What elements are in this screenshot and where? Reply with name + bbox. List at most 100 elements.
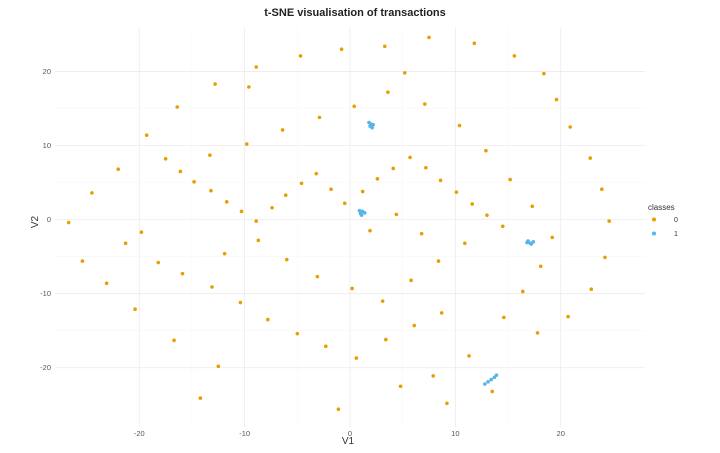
point-class-0 [454,190,459,194]
point-class-0 [66,220,71,225]
point-class-0 [178,169,183,174]
point-class-0 [500,224,505,229]
point-class-0 [398,384,403,389]
x-axis-ticks: -20 -10 0 10 20 [134,429,565,438]
point-class-0 [299,181,304,186]
point-class-0 [239,209,244,214]
point-class-0 [175,105,180,109]
y-tick-label: 20 [43,67,51,76]
point-class-0 [568,125,572,129]
x-tick-label: 20 [557,429,565,438]
point-class-0 [216,364,221,369]
point-class-0 [408,155,412,160]
point-class-0 [284,257,289,262]
x-tick-label: -20 [134,429,145,438]
point-class-0 [342,201,347,206]
point-class-0 [472,41,477,46]
point-class-0 [520,289,525,294]
point-class-0 [163,157,168,161]
y-tick-label: -10 [40,289,51,298]
point-class-0 [208,153,212,157]
point-class-0 [467,354,471,358]
point-class-0 [382,44,387,49]
point-class-0 [254,65,259,69]
scatter-points [66,35,611,412]
point-class-1 [357,208,362,213]
point-class-0 [156,260,161,265]
point-class-0 [445,401,449,406]
point-class-0 [360,189,365,194]
point-class-0 [386,90,390,94]
point-class-0 [463,241,467,246]
point-class-0 [423,102,427,106]
point-class-0 [412,323,417,328]
legend-key-0 [652,217,656,222]
point-class-0 [80,259,85,263]
point-class-1 [362,211,367,215]
point-class-0 [133,307,137,312]
point-class-0 [402,71,407,75]
point-class-0 [502,315,506,320]
x-tick-label: -10 [239,429,250,438]
point-class-0 [295,331,300,336]
point-class-0 [419,231,424,236]
point-class-1 [489,377,493,382]
y-tick-label: 0 [47,215,51,224]
point-class-0 [603,255,607,260]
point-class-0 [490,389,495,394]
legend-label-1: 1 [674,231,678,238]
point-class-0 [394,212,399,217]
legend-title: classes [648,203,675,212]
point-class-0 [607,219,611,223]
point-class-0 [222,251,227,256]
x-tick-label: 0 [348,429,352,438]
point-class-0 [512,54,517,58]
point-class-0 [210,285,214,289]
point-class-0 [538,264,543,269]
point-class-0 [457,123,462,128]
point-class-0 [375,177,380,181]
point-class-0 [244,142,249,146]
y-axis-label: V2 [30,215,41,228]
point-class-0 [123,241,128,246]
point-class-0 [484,148,488,153]
point-class-0 [315,274,320,279]
point-class-0 [439,311,444,315]
point-class-1 [370,125,374,130]
point-class-0 [352,104,357,109]
point-class-0 [172,338,176,343]
point-class-0 [470,202,475,206]
point-class-0 [368,228,372,233]
point-class-0 [350,286,354,291]
legend-items: 01 [652,217,678,238]
point-class-0 [566,314,570,319]
point-class-0 [554,97,559,102]
point-class-0 [391,166,395,171]
point-class-1 [494,373,499,377]
point-class-0 [354,356,359,360]
point-class-0 [380,299,385,303]
point-class-0 [329,187,333,192]
point-class-0 [116,167,121,172]
y-tick-label: -20 [40,363,51,372]
point-class-0 [283,193,288,197]
legend-key-1 [652,231,656,236]
point-class-0 [336,407,341,412]
point-class-0 [238,300,243,305]
point-class-0 [436,259,441,263]
point-class-1 [359,213,364,217]
x-tick-label: 10 [451,429,459,438]
chart-title: t-SNE visualisation of transactions [264,7,446,19]
point-class-0 [550,235,555,240]
point-class-0 [224,200,229,204]
point-class-0 [530,204,535,209]
point-class-0 [298,54,303,58]
point-class-0 [139,230,144,234]
point-class-0 [213,82,217,86]
major-gridlines [55,27,645,427]
point-class-0 [424,165,428,170]
point-class-0 [384,337,388,342]
legend: classes 01 [648,203,678,238]
point-class-0 [317,115,322,120]
